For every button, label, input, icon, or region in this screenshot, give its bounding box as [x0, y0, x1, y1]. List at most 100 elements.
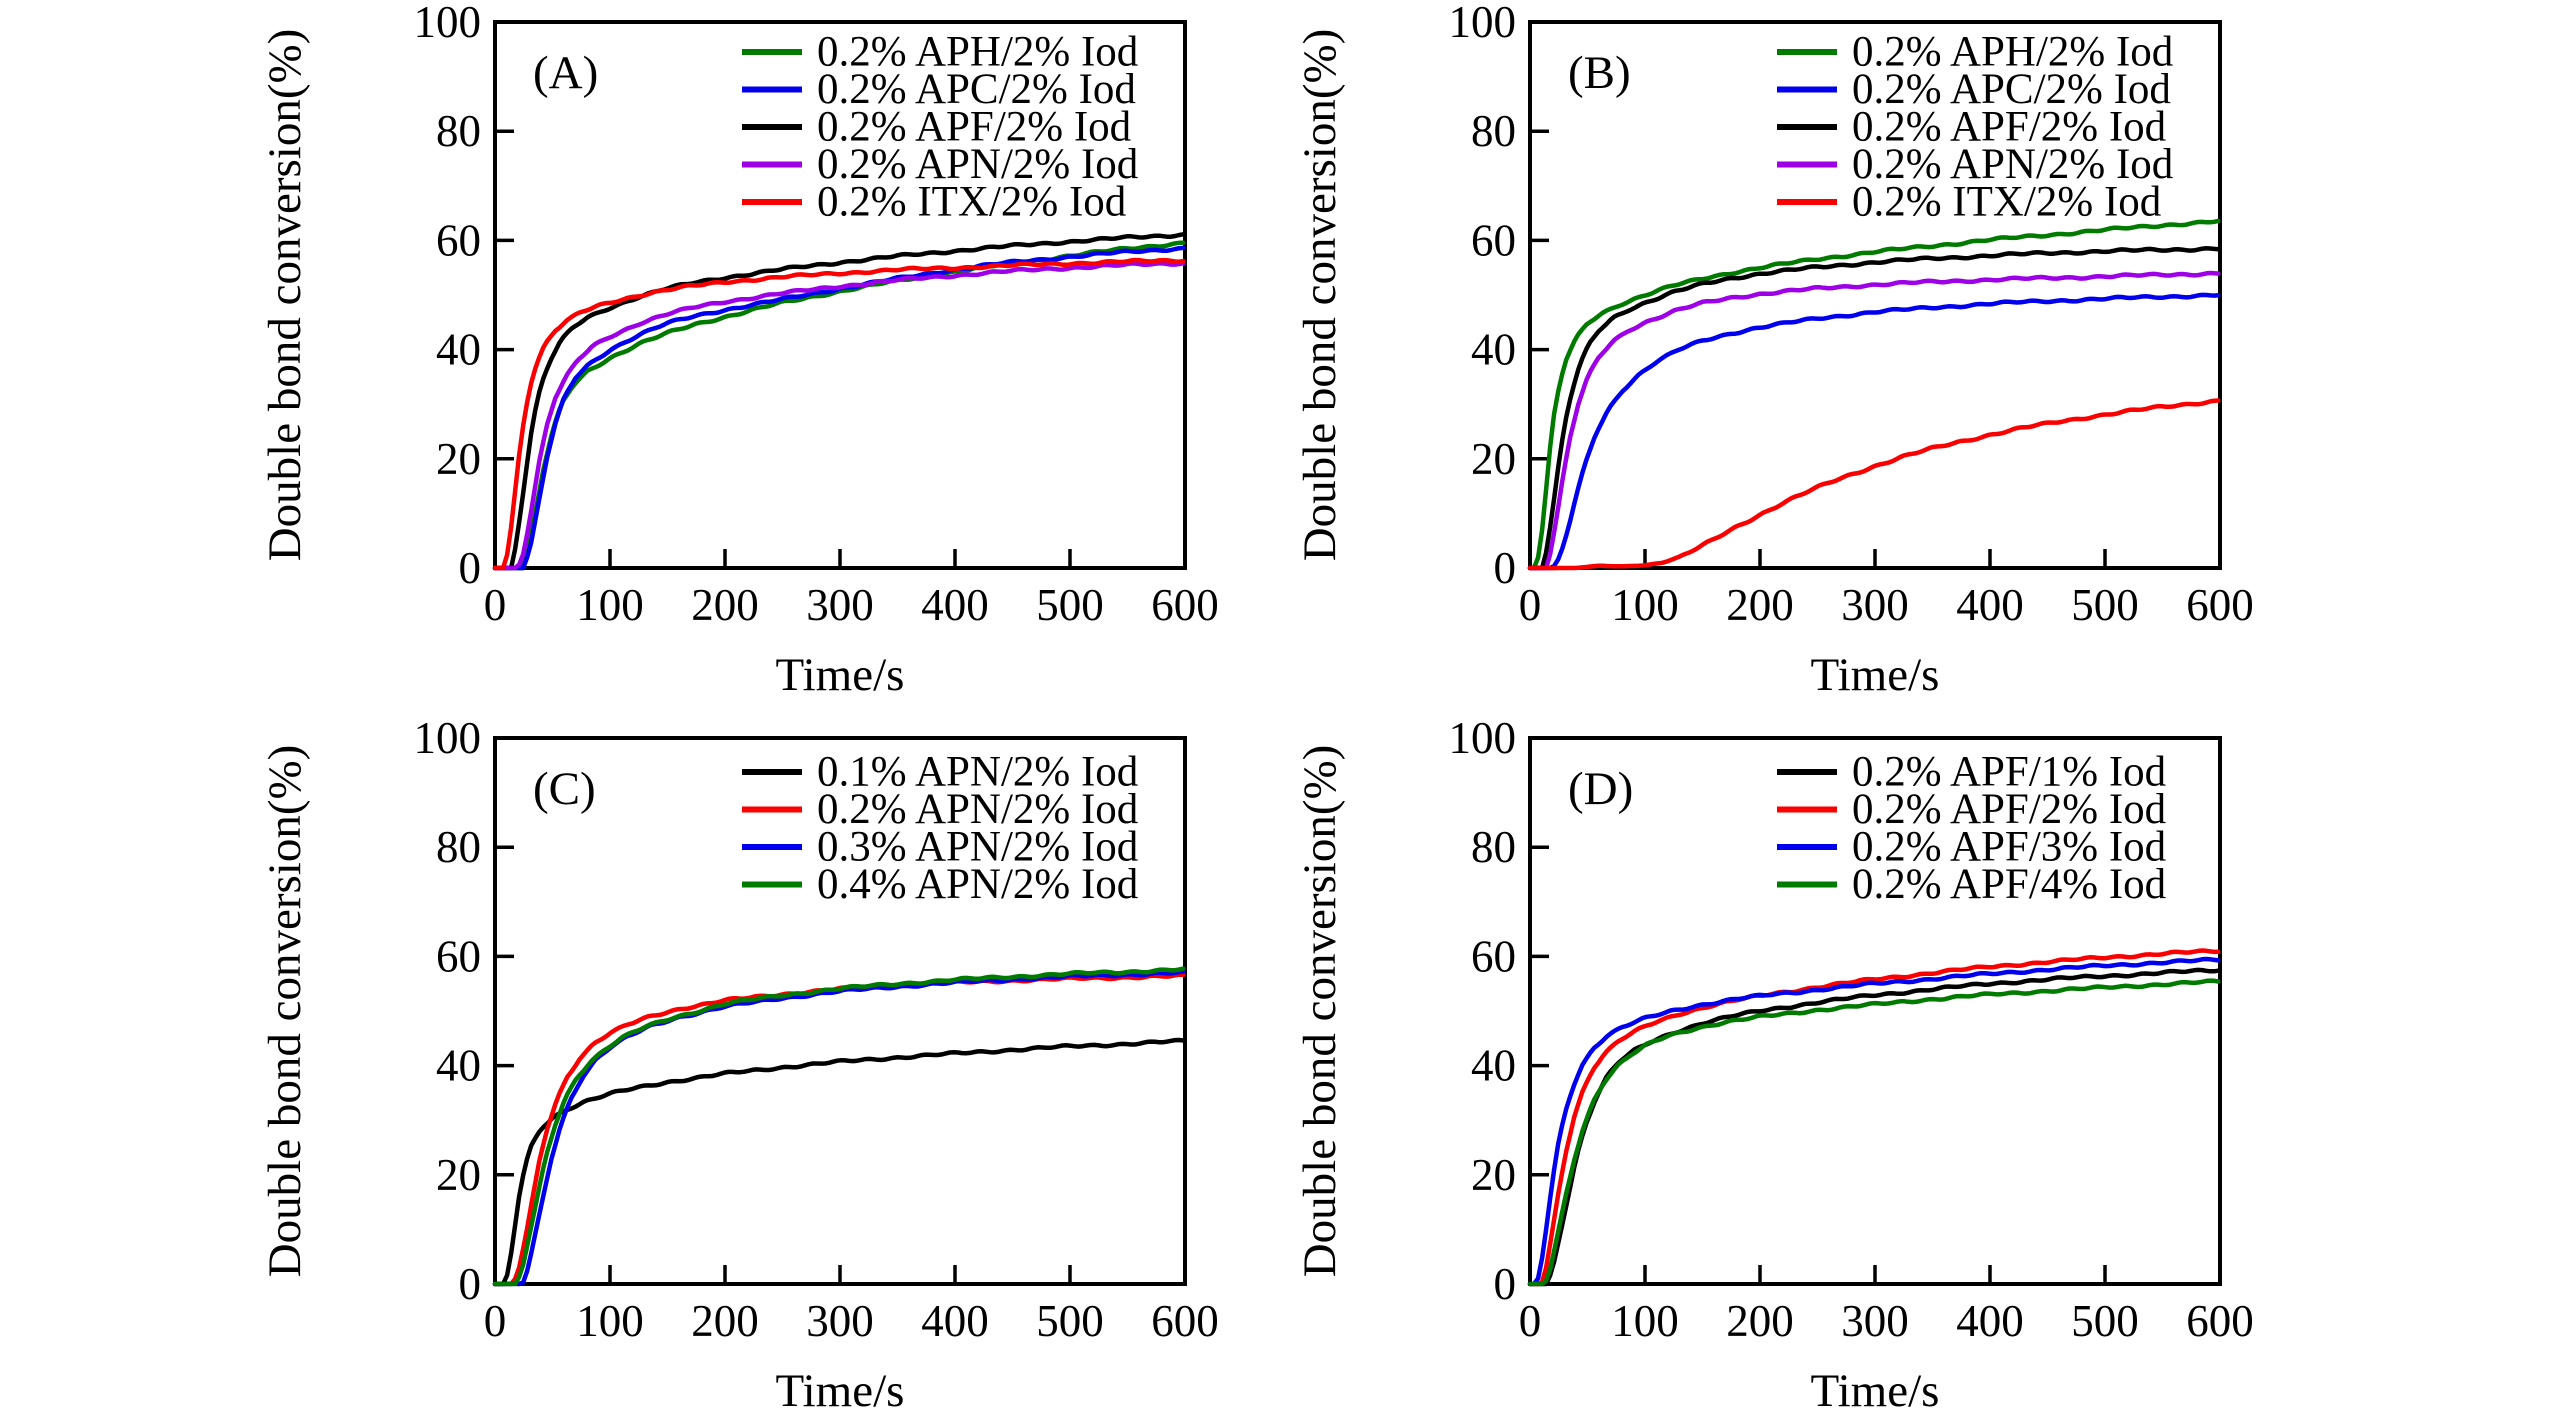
legend-item: 0.4% APN/2% Iod: [742, 861, 1138, 908]
legend-label: 0.2% APN/2% Iod: [817, 141, 1138, 188]
series-0-2-itx-2-iod: [492, 257, 1186, 571]
legend-item: 0.2% APF/1% Iod: [1777, 749, 2166, 796]
y-tick-label: 0: [1494, 543, 1517, 593]
x-tick-label: 0: [484, 1296, 507, 1346]
legend-item: 0.2% APF/4% Iod: [1777, 861, 2166, 908]
legend-label: 0.2% ITX/2% Iod: [1852, 179, 2161, 226]
y-tick-label: 100: [414, 716, 482, 763]
x-tick-label: 500: [2071, 580, 2139, 630]
legend-label: 0.2% APN/2% Iod: [817, 786, 1138, 833]
x-tick-label: 200: [691, 1296, 759, 1346]
legend-label: 0.2% APF/1% Iod: [1852, 749, 2166, 796]
legend-label: 0.2% APC/2% Iod: [1852, 66, 2171, 113]
y-tick-label: 40: [436, 325, 481, 375]
legend-item: 0.2% ITX/2% Iod: [742, 179, 1126, 226]
y-tick-label: 20: [1471, 434, 1516, 484]
panel-C-chart: 0 20 40 60 80 100 0 100 200 300 400 500 600 Double bo…: [259, 713, 1219, 1417]
y-tick-label: 60: [1471, 215, 1516, 265]
legend-label: 0.3% APN/2% Iod: [817, 824, 1138, 871]
x-tick-label: 400: [921, 580, 989, 630]
y-tick-label: 80: [436, 106, 481, 156]
panel-letter: (D): [1568, 763, 1633, 815]
panel-B: 0 20 40 60 80 100 0 100 200 300 400 500 600 Double bo…: [1275, 0, 2295, 701]
series-0-2-apc-2-iod: [1527, 292, 2221, 571]
y-tick-label: 0: [459, 543, 482, 593]
series-0-1-apn-2-iod: [492, 1037, 1186, 1287]
y-tick-label: 20: [436, 1150, 481, 1200]
y-tick-label: 80: [1471, 822, 1516, 872]
x-axis-title: Time/s: [1811, 649, 1940, 700]
legend-item: 0.2% APF/3% Iod: [1777, 824, 2166, 871]
legend-label: 0.2% APH/2% Iod: [1852, 29, 2173, 76]
x-tick-label: 600: [2186, 580, 2254, 630]
y-tick-label: 20: [436, 434, 481, 484]
series-0-2-apf-2-iod: [1527, 948, 2221, 1287]
legend-item: 0.3% APN/2% Iod: [742, 824, 1138, 871]
legend-label: 0.2% APC/2% Iod: [817, 66, 1136, 113]
panel-B-chart: 0 20 40 60 80 100 0 100 200 300 400 500 600 Double bo…: [1294, 0, 2254, 701]
y-tick-label: 40: [1471, 325, 1516, 375]
legend-label: 0.2% APF/3% Iod: [1852, 824, 2166, 871]
series-0-2-apn-2-iod: [492, 260, 1186, 571]
series-0-2-apn-2-iod: [492, 972, 1186, 1287]
x-tick-label: 400: [921, 1296, 989, 1346]
legend-item: 0.2% APN/2% Iod: [742, 786, 1138, 833]
y-tick-label: 60: [436, 931, 481, 981]
legend-item: 0.2% APC/2% Iod: [742, 66, 1136, 113]
x-tick-label: 200: [1726, 580, 1794, 630]
y-axis-title: Double bond conversion(%): [259, 745, 311, 1278]
series-0-2-aph-2-iod: [492, 240, 1186, 571]
x-tick-label: 500: [1036, 580, 1104, 630]
y-tick-label: 60: [1471, 931, 1516, 981]
legend-label: 0.4% APN/2% Iod: [817, 861, 1138, 908]
legend-label: 0.2% APF/2% Iod: [1852, 104, 2166, 151]
series-0-3-apn-2-iod: [492, 969, 1186, 1287]
y-axis-title: Double bond conversion(%): [1294, 745, 1346, 1278]
series-0-2-itx-2-iod: [1527, 398, 2221, 571]
legend-item: 0.2% APF/2% Iod: [742, 104, 1131, 151]
x-tick-label: 500: [2071, 1296, 2139, 1346]
legend-item: 0.2% ITX/2% Iod: [1777, 179, 2161, 226]
legend-label: 0.2% APN/2% Iod: [1852, 141, 2173, 188]
x-tick-label: 100: [576, 1296, 644, 1346]
x-tick-label: 300: [1841, 580, 1909, 630]
panel-D: 0 20 40 60 80 100 0 100 200 300 400 500 600 Double bo…: [1275, 713, 2295, 1417]
panel-letter: (B): [1568, 47, 1631, 99]
legend-item: 0.2% APH/2% Iod: [1777, 29, 2173, 76]
series-0-2-apc-2-iod: [492, 245, 1186, 571]
series-0-4-apn-2-iod: [492, 966, 1186, 1287]
legend-item: 0.2% APH/2% Iod: [742, 29, 1138, 76]
legend-label: 0.2% APF/4% Iod: [1852, 861, 2166, 908]
x-tick-label: 300: [1841, 1296, 1909, 1346]
series-0-2-apf-4-iod: [1527, 978, 2221, 1287]
x-tick-label: 200: [1726, 1296, 1794, 1346]
y-tick-label: 0: [1494, 1259, 1517, 1309]
legend-label: 0.2% APH/2% Iod: [817, 29, 1138, 76]
legend-item: 0.1% APN/2% Iod: [742, 749, 1138, 796]
x-tick-label: 0: [1519, 1296, 1542, 1346]
x-tick-label: 600: [1151, 1296, 1219, 1346]
x-tick-label: 200: [691, 580, 759, 630]
legend-label: 0.2% APF/2% Iod: [817, 104, 1131, 151]
panel-letter: (A): [533, 47, 598, 99]
x-tick-label: 100: [1611, 1296, 1679, 1346]
legend-label: 0.1% APN/2% Iod: [817, 749, 1138, 796]
x-tick-label: 600: [1151, 580, 1219, 630]
series-0-2-apn-2-iod: [1527, 270, 2221, 571]
x-axis-title: Time/s: [776, 1365, 905, 1416]
series-0-2-aph-2-iod: [1527, 218, 2221, 571]
series-0-2-apf-2-iod: [492, 232, 1186, 571]
panel-A: 0 20 40 60 80 100 0 100 200 300 400 500 600 Double bo…: [240, 0, 1260, 701]
x-tick-label: 100: [1611, 580, 1679, 630]
y-tick-label: 100: [1449, 0, 1517, 47]
x-tick-label: 400: [1956, 1296, 2024, 1346]
legend-label: 0.2% ITX/2% Iod: [817, 179, 1126, 226]
legend-label: 0.2% APF/2% Iod: [1852, 786, 2166, 833]
x-tick-label: 500: [1036, 1296, 1104, 1346]
panel-C: 0 20 40 60 80 100 0 100 200 300 400 500 600 Double bo…: [240, 713, 1260, 1417]
y-tick-label: 80: [1471, 106, 1516, 156]
